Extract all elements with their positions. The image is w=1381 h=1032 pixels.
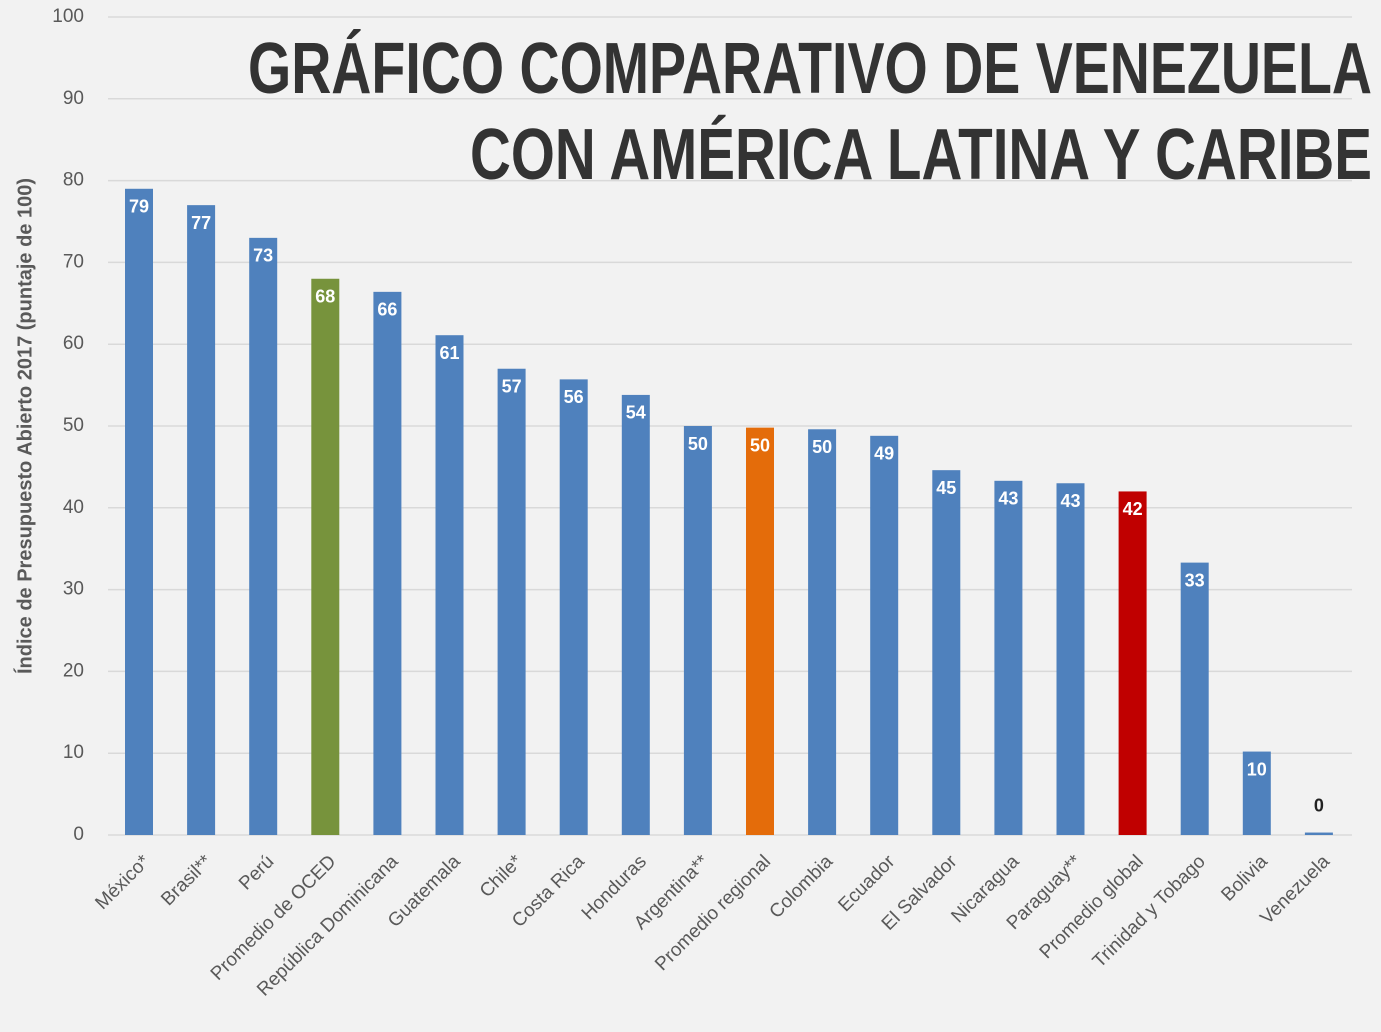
value-label: 56 (564, 387, 584, 407)
y-tick-label: 40 (63, 497, 84, 518)
y-tick-label: 10 (63, 742, 84, 763)
bar (994, 480, 1023, 835)
bar (125, 188, 153, 835)
y-tick-label: 0 (73, 824, 84, 845)
y-tick-label: 100 (52, 6, 84, 27)
bar (808, 429, 837, 835)
bar (870, 435, 899, 835)
y-tick-label: 20 (63, 660, 84, 681)
bar (1056, 483, 1085, 835)
bar (746, 427, 774, 835)
value-label: 49 (874, 444, 894, 464)
bar (621, 394, 650, 835)
bar (1180, 562, 1209, 835)
value-label: 42 (1123, 499, 1143, 519)
value-label: 77 (191, 213, 211, 233)
value-label: 43 (998, 489, 1018, 509)
chart-title: CON AMÉRICA LATINA Y CARIBE (470, 115, 1372, 195)
bar (1242, 751, 1271, 835)
value-label: 45 (936, 478, 956, 498)
value-label: 50 (688, 434, 708, 454)
value-label: 66 (377, 300, 397, 320)
value-label: 10 (1247, 759, 1267, 779)
y-tick-label: 30 (63, 579, 84, 600)
value-label: 50 (812, 437, 832, 457)
y-tick-label: 80 (63, 170, 84, 191)
value-label: 68 (315, 287, 335, 307)
chart-title: GRÁFICO COMPARATIVO DE VENEZUELA (248, 29, 1372, 109)
bar (932, 470, 961, 835)
bar (559, 379, 588, 835)
bar (373, 291, 402, 835)
value-label: 57 (502, 376, 522, 396)
bar (1304, 832, 1333, 835)
value-label: 73 (253, 246, 273, 266)
y-tick-label: 90 (63, 88, 84, 109)
bar (187, 205, 216, 835)
y-axis-label: Índice de Presupuesto Abierto 2017 (punt… (13, 178, 36, 674)
value-label: 43 (1060, 491, 1080, 511)
value-label: 0 (1314, 795, 1324, 815)
value-label: 54 (626, 403, 646, 423)
bar (683, 426, 712, 835)
value-label: 61 (439, 343, 459, 363)
value-label: 79 (129, 197, 149, 217)
bar (497, 368, 526, 835)
bar (1118, 491, 1147, 835)
bar (311, 278, 340, 835)
bar (435, 335, 464, 835)
bar (249, 237, 278, 836)
value-label: 33 (1185, 570, 1205, 590)
y-tick-label: 70 (63, 251, 84, 272)
y-tick-label: 50 (63, 415, 84, 436)
value-label: 50 (750, 435, 770, 455)
y-tick-label: 60 (63, 333, 84, 354)
